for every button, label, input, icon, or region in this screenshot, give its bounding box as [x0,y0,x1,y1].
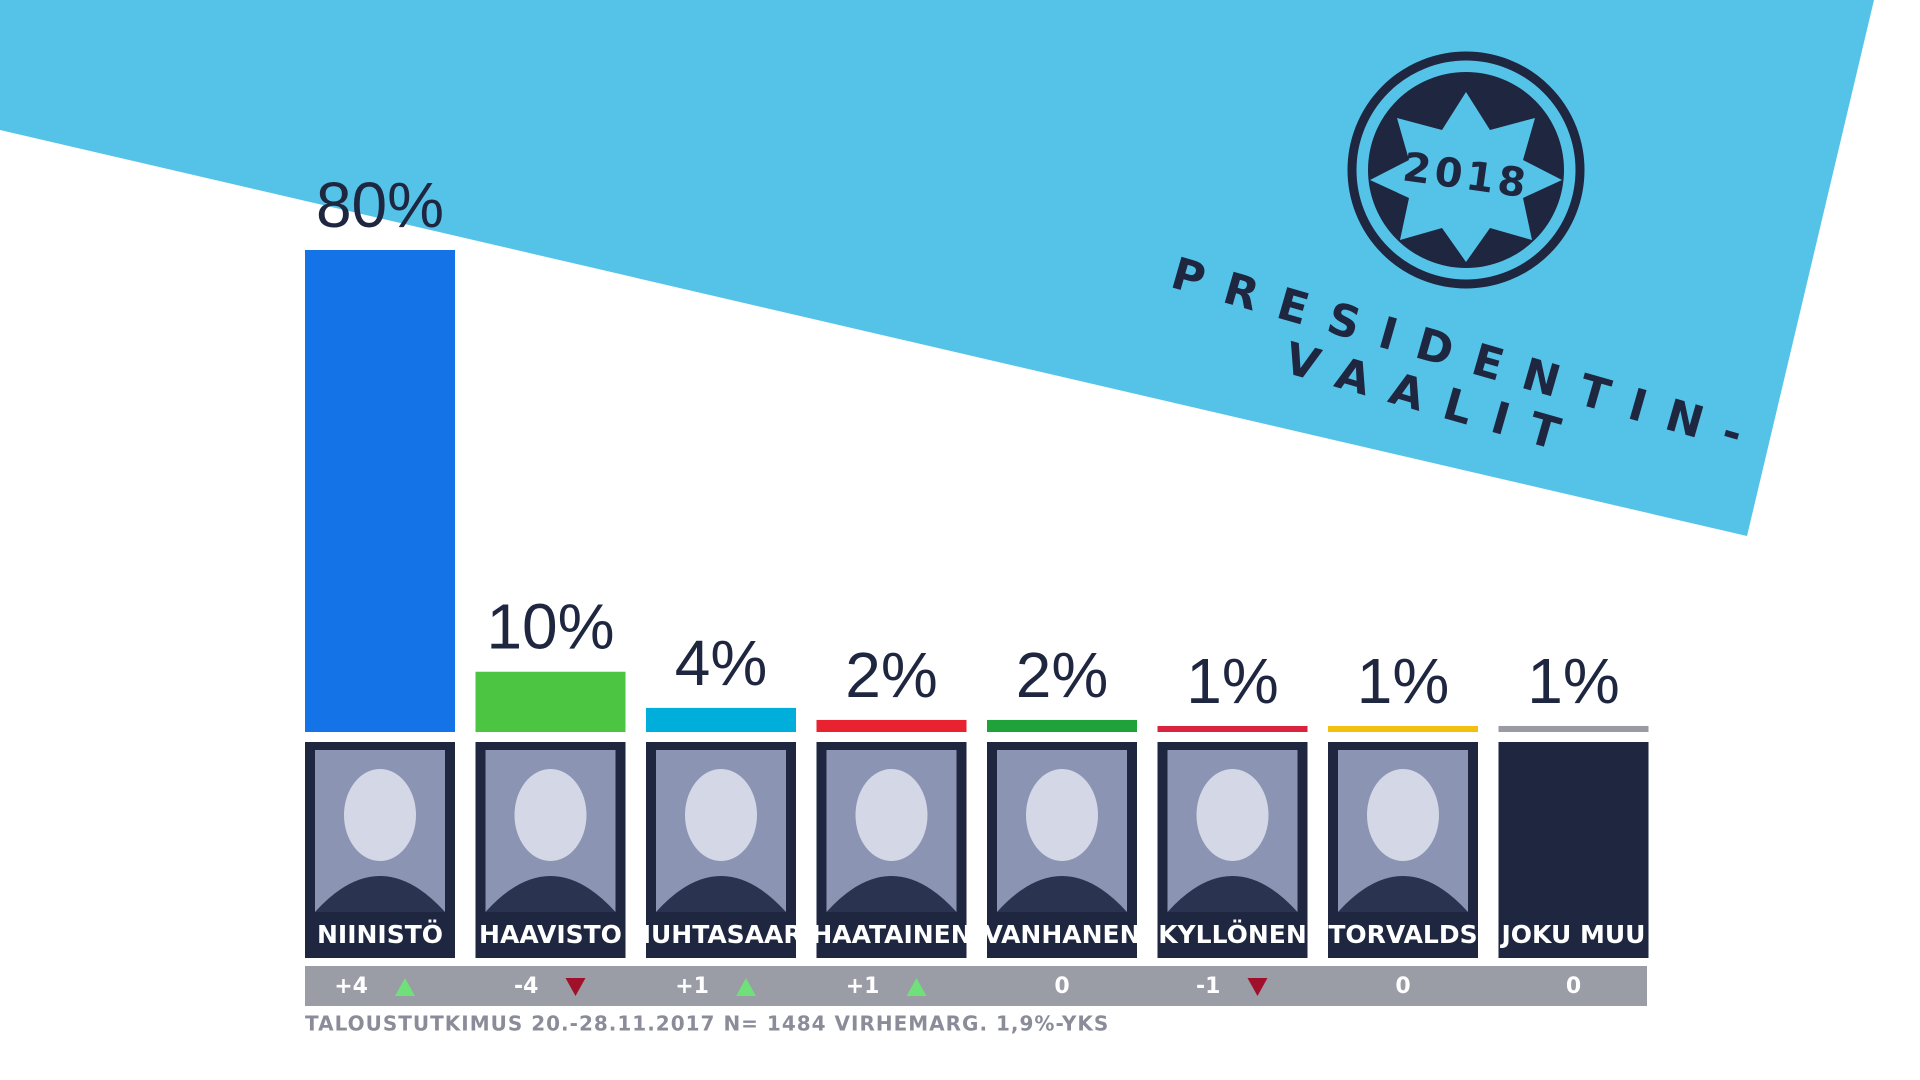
change-arrow-up [395,978,415,996]
candidate-name: HAATAINEN [811,920,971,949]
photo-head [855,769,928,861]
candidate-name: HAAVISTO [479,920,622,949]
bar [1498,725,1649,732]
value-label: 10% [486,591,614,663]
change-label: -1 [1196,974,1220,999]
value-label: 4% [675,627,768,699]
change-label: -4 [514,974,538,999]
photo-head [1026,769,1098,861]
bar [1328,725,1478,732]
change-strip [305,966,1647,1006]
bar [646,707,796,732]
photo-head [344,769,416,861]
candidate-name: NIINISTÖ [317,919,443,949]
photo-shoulders [1167,876,1298,912]
change-label: +4 [334,974,368,999]
candidate-name: JOKU MUU [1500,920,1646,949]
change-arrow-down [565,978,586,996]
bar [475,671,626,732]
photo-shoulders [1338,876,1468,912]
change-label: +1 [846,974,880,999]
background-shape [0,0,1874,536]
bar [987,719,1137,732]
change-label: 0 [1054,974,1069,999]
photo-shoulders [485,876,616,912]
photo-head [1367,769,1439,861]
photo-shoulders [656,876,786,912]
photo-shoulders [997,876,1127,912]
bar [1157,725,1308,732]
candidate-name: VANHANEN [983,920,1140,949]
value-label: 1% [1186,645,1279,717]
value-label: 1% [1527,645,1620,717]
change-label: +1 [675,974,709,999]
change-arrow-down [1247,978,1268,996]
photo-shoulders [315,876,445,912]
change-label: 0 [1566,974,1581,999]
source: TALOUSTUTKIMUS 20.-28.11.2017 N= 1484 VI… [305,1012,1109,1036]
photo-head [514,769,587,861]
logo-ring [1347,51,1585,289]
value-label: 2% [845,639,938,711]
logo-star [1370,92,1562,262]
candidate-name: TORVALDS [1328,920,1477,949]
photo-frame [1498,742,1649,958]
value-label: 2% [1016,639,1109,711]
candidate-name: HUHTASAARI [630,920,812,949]
value-label: 1% [1357,645,1450,717]
candidate-name: KYLLÖNEN [1158,919,1307,949]
change-arrow-up [906,978,927,996]
bar [816,719,967,732]
photo-shoulders [826,876,957,912]
value-label: 80% [316,169,444,241]
change-label: 0 [1395,974,1410,999]
photo-head [685,769,757,861]
photo-head [1196,769,1269,861]
bar [305,250,455,732]
change-arrow-up [736,978,756,996]
